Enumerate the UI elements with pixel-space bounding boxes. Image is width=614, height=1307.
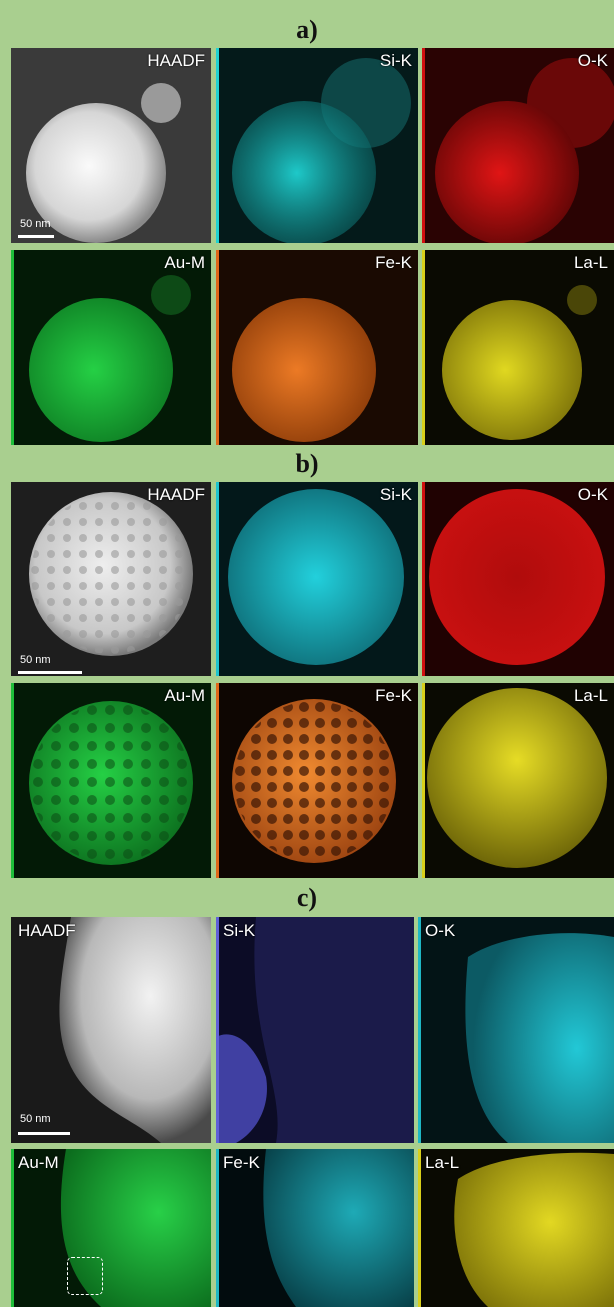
panel-b-o-k-label: O-K bbox=[577, 485, 608, 504]
panel-c-fe-k-map: Fe-K bbox=[216, 1149, 414, 1307]
panel-a-fe-k-label: Fe-K bbox=[375, 253, 412, 272]
panel-a-o-k-map: O-K bbox=[422, 48, 614, 243]
panel-b-o-k-map: O-K bbox=[422, 482, 614, 676]
panel-a-au-m-image bbox=[11, 250, 211, 445]
panel-b-fe-k-image bbox=[216, 683, 418, 878]
panel-b-o-k-image bbox=[422, 482, 614, 676]
panel-a-si-k-label: Si-K bbox=[379, 51, 412, 70]
panel-c-la-l-map: La-L bbox=[418, 1149, 614, 1307]
panel-c-haadf-label: HAADF bbox=[18, 921, 76, 940]
panel-c-la-l-image bbox=[418, 1149, 614, 1307]
region-of-interest-box bbox=[67, 1257, 103, 1295]
panel-c-label: c) bbox=[296, 883, 318, 912]
panel-b-label: b) bbox=[295, 449, 319, 478]
panel-c-si-k-image bbox=[216, 917, 414, 1143]
panel-a-fe-k-image bbox=[216, 250, 418, 445]
panel-a-si-k-image bbox=[216, 48, 418, 243]
panel-a-fe-k-map: Fe-K bbox=[216, 250, 418, 445]
panel-a-si-k-map: Si-K bbox=[216, 48, 418, 243]
panel-b-la-l-image bbox=[422, 683, 614, 878]
panel-b-au-m-map: Au-M bbox=[11, 683, 211, 878]
panel-c-si-k-label: Si-K bbox=[223, 921, 256, 940]
panel-a-la-l-image bbox=[422, 250, 614, 445]
panel-a-haadf-map: HAADF 50 nm bbox=[11, 48, 211, 243]
panel-a-o-k-image bbox=[422, 48, 614, 243]
panel-b-si-k-label: Si-K bbox=[379, 485, 412, 504]
panel-c-la-l-label: La-L bbox=[425, 1153, 460, 1172]
panel-b-au-m-image bbox=[11, 683, 211, 878]
panel-b-fe-k-label: Fe-K bbox=[375, 686, 412, 705]
panel-c-au-m-image bbox=[11, 1149, 211, 1307]
panel-b-haadf-label: HAADF bbox=[147, 485, 205, 504]
panel-a-la-l-map: La-L bbox=[422, 250, 614, 445]
panel-a-scale-bar-text: 50 nm bbox=[20, 218, 51, 230]
panel-b-scale-bar-text: 50 nm bbox=[20, 654, 51, 666]
panel-c-scale-bar: 50 nm bbox=[18, 1113, 78, 1135]
panel-a-au-m-map: Au-M bbox=[11, 250, 211, 445]
panel-c-au-m-label: Au-M bbox=[18, 1153, 59, 1172]
panel-b-haadf-map: HAADF 50 nm bbox=[11, 482, 211, 676]
panel-a-label: a) bbox=[296, 15, 318, 44]
panel-b-scale-bar: 50 nm bbox=[18, 654, 88, 674]
panel-b-si-k-image bbox=[216, 482, 418, 676]
panel-a-la-l-label: La-L bbox=[573, 253, 608, 272]
panel-b-la-l-map: La-L bbox=[422, 683, 614, 878]
panel-c-fe-k-label: Fe-K bbox=[223, 1153, 260, 1172]
panel-c-si-k-map: Si-K bbox=[216, 917, 414, 1143]
panel-b-au-m-label: Au-M bbox=[164, 686, 205, 705]
panel-a-scale-bar: 50 nm bbox=[18, 218, 58, 238]
panel-a-haadf-label: HAADF bbox=[147, 51, 205, 70]
panel-b-haadf-image bbox=[11, 482, 211, 676]
panel-c-haadf-image bbox=[11, 917, 211, 1143]
panel-b-si-k-map: Si-K bbox=[216, 482, 418, 676]
panel-a-haadf-image bbox=[11, 48, 211, 243]
panel-a-o-k-label: O-K bbox=[577, 51, 608, 70]
panel-a-au-m-label: Au-M bbox=[164, 253, 205, 272]
panel-c-o-k-map: O-K bbox=[418, 917, 614, 1143]
panel-c-o-k-label: O-K bbox=[425, 921, 456, 940]
panel-c-au-m-map: Au-M bbox=[11, 1149, 211, 1307]
panel-c-haadf-map: HAADF 50 nm bbox=[11, 917, 211, 1143]
panel-b-fe-k-map: Fe-K bbox=[216, 683, 418, 878]
panel-c-fe-k-image bbox=[216, 1149, 414, 1307]
panel-b-la-l-label: La-L bbox=[573, 686, 608, 705]
panel-c-o-k-image bbox=[418, 917, 614, 1143]
panel-c-scale-bar-text: 50 nm bbox=[20, 1113, 51, 1125]
